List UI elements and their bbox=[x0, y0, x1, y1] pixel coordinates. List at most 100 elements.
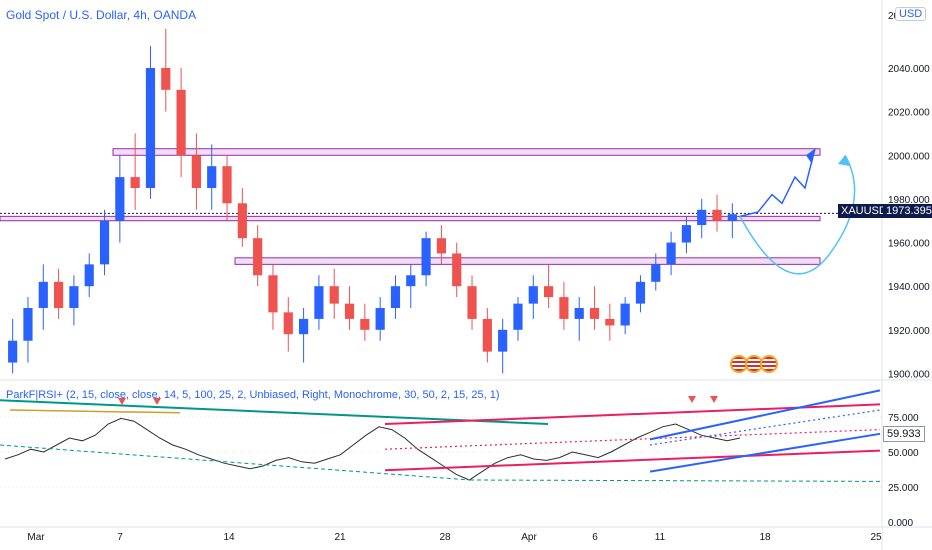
candle-body bbox=[161, 68, 171, 90]
candle-body bbox=[299, 318, 309, 335]
candle-body bbox=[84, 264, 94, 287]
price-zone bbox=[0, 215, 821, 222]
candle-body bbox=[222, 166, 232, 204]
candle-body bbox=[452, 253, 462, 287]
time-tick-label: 21 bbox=[334, 532, 346, 543]
candle-body bbox=[528, 286, 538, 304]
candle-body bbox=[329, 286, 339, 304]
candle-body bbox=[237, 203, 247, 239]
candle-body bbox=[268, 275, 278, 313]
rsi-indicator-title[interactable]: ParkF|RSI+ (2, 15, close, close, 14, 5, … bbox=[6, 389, 500, 401]
candle-body bbox=[130, 177, 140, 188]
candle-body bbox=[207, 166, 217, 188]
time-tick-label: 14 bbox=[223, 532, 235, 543]
candle-body bbox=[651, 264, 661, 282]
rsi-tick-label: 75.000 bbox=[888, 413, 919, 424]
price-zone bbox=[234, 257, 821, 265]
rsi-trend-blue-up bbox=[649, 389, 881, 441]
rsi-trendline-gold bbox=[9, 409, 181, 414]
current-price-tag: 1973.395 bbox=[883, 204, 932, 218]
candle-body bbox=[635, 281, 646, 304]
candle-body bbox=[544, 286, 554, 298]
candle-body bbox=[54, 281, 64, 308]
rsi-tick-label: 0.000 bbox=[888, 518, 913, 529]
candle-body bbox=[176, 89, 186, 156]
divergence-marker bbox=[153, 398, 161, 405]
rsi-trend-blue-dotted bbox=[649, 409, 881, 446]
candle-body bbox=[666, 242, 676, 265]
candle-body bbox=[191, 155, 201, 188]
candle-body bbox=[681, 225, 691, 243]
candle-body bbox=[69, 286, 79, 308]
candle-body bbox=[513, 303, 523, 330]
chart-title: Gold Spot / U.S. Dollar, 4h, OANDA bbox=[6, 8, 197, 22]
candle-body bbox=[589, 308, 600, 319]
candle-body bbox=[360, 318, 370, 330]
symbol-tag: XAUUSD bbox=[838, 204, 890, 218]
candle-body bbox=[727, 214, 737, 221]
rsi-trendline-green bbox=[0, 399, 549, 425]
candle-body bbox=[145, 68, 156, 188]
rsi-channel-bottom bbox=[384, 449, 881, 472]
price-tick-label: 1940.000 bbox=[888, 282, 930, 293]
time-tick-label: 18 bbox=[759, 532, 771, 543]
price-tick-label: 2000.000 bbox=[888, 151, 930, 162]
time-tick-label: 11 bbox=[655, 532, 666, 543]
divergence-marker bbox=[118, 398, 126, 405]
candle-body bbox=[421, 238, 431, 276]
price-tick-label: 1920.000 bbox=[888, 326, 930, 337]
candle-body bbox=[253, 238, 263, 276]
candle-body bbox=[115, 177, 125, 221]
candle-body bbox=[559, 297, 569, 319]
candle-body bbox=[467, 286, 477, 319]
candle-body bbox=[38, 281, 48, 308]
economic-events[interactable] bbox=[730, 355, 778, 373]
rsi-line bbox=[4, 417, 741, 481]
projection-path-cyan bbox=[739, 154, 856, 275]
candle-body bbox=[436, 238, 446, 254]
rsi-tick-label: 25.000 bbox=[888, 483, 919, 494]
time-tick-label: 25 bbox=[870, 532, 882, 543]
price-tick-label: 1980.000 bbox=[888, 195, 930, 206]
candle-body bbox=[620, 303, 630, 326]
currency-button[interactable]: USD bbox=[895, 7, 927, 21]
projection-arrowhead-cyan bbox=[838, 155, 850, 167]
projection-arrowhead bbox=[806, 148, 815, 164]
time-tick-label: 28 bbox=[439, 532, 451, 543]
time-tick-label: Mar bbox=[27, 532, 45, 543]
candle-body bbox=[605, 318, 615, 326]
candle-body bbox=[344, 303, 355, 319]
price-tick-label: 1960.000 bbox=[888, 239, 930, 250]
candle-body bbox=[697, 209, 707, 226]
rsi-current-value: 59.933 bbox=[887, 428, 921, 440]
candle-body bbox=[375, 308, 385, 330]
current-price: 1973.395 bbox=[886, 205, 932, 217]
rsi-dashed-support bbox=[469, 479, 881, 482]
time-tick-label: Apr bbox=[521, 532, 537, 543]
rsi-value-tag: 59.933 bbox=[883, 426, 925, 442]
divergence-marker bbox=[710, 396, 718, 403]
price-tick-label: 2020.000 bbox=[888, 108, 930, 119]
candle-body bbox=[390, 286, 401, 308]
candle-body bbox=[498, 329, 508, 352]
time-tick-label: 7 bbox=[117, 532, 123, 543]
candle-body bbox=[712, 209, 722, 221]
candle-body bbox=[23, 308, 33, 341]
rsi-dashed-support bbox=[0, 444, 471, 481]
candle-body bbox=[406, 275, 416, 287]
time-tick-label: 6 bbox=[592, 532, 598, 543]
price-zone bbox=[112, 148, 821, 156]
candle-body bbox=[574, 308, 584, 319]
price-tick-label: 1900.000 bbox=[888, 369, 930, 380]
rsi-trend-blue-low bbox=[649, 432, 881, 473]
candle-body bbox=[482, 318, 492, 352]
price-tick-label: 20 bbox=[888, 11, 900, 22]
divergence-marker bbox=[688, 396, 696, 403]
candle-body bbox=[314, 286, 324, 319]
candle-body bbox=[99, 220, 110, 265]
us-flag-icon[interactable] bbox=[760, 355, 778, 373]
candle-body bbox=[283, 312, 293, 335]
